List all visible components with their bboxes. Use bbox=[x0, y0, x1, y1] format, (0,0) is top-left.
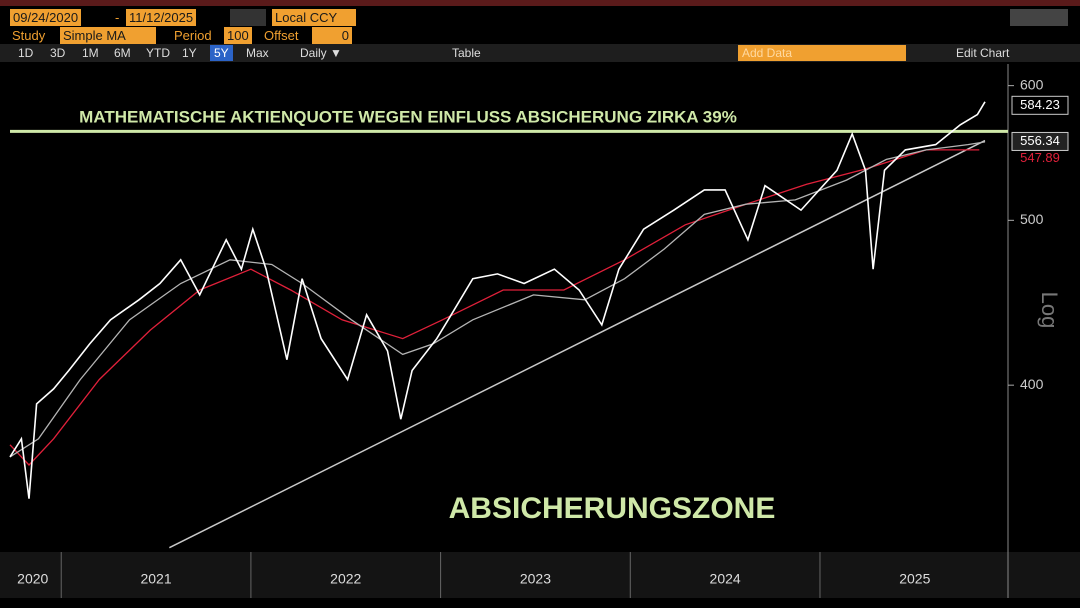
frequency[interactable]: Daily ▼ bbox=[300, 46, 342, 60]
trend-line bbox=[169, 139, 986, 549]
y-tick-label: 500 bbox=[1020, 211, 1044, 227]
date-dash: - bbox=[115, 10, 120, 25]
table-button[interactable]: Table bbox=[452, 46, 481, 60]
nav-buttons[interactable] bbox=[230, 9, 266, 26]
range-tab[interactable]: 1D bbox=[18, 46, 34, 60]
top-strip bbox=[0, 0, 1080, 6]
x-tick-label: 2023 bbox=[520, 571, 551, 587]
last-value-label: 547.89 bbox=[1020, 150, 1060, 165]
x-tick-label: 2020 bbox=[17, 571, 48, 587]
range-tab[interactable]: 1M bbox=[82, 46, 99, 60]
scale-label: Log bbox=[1037, 292, 1062, 329]
annotation: ABSICHERUNGSZONE bbox=[449, 492, 776, 525]
edit-chart[interactable]: Edit Chart bbox=[956, 46, 1010, 60]
start-date[interactable]: 09/24/2020 bbox=[10, 9, 82, 26]
x-tick-label: 2021 bbox=[140, 571, 171, 587]
range-tab[interactable]: 1Y bbox=[182, 46, 197, 60]
x-tick-label: 2025 bbox=[899, 571, 930, 587]
series-line bbox=[9, 101, 986, 499]
last-value-label: 556.34 bbox=[1020, 133, 1060, 148]
end-date[interactable]: 11/12/2025 bbox=[126, 9, 197, 26]
range-tab[interactable]: 3D bbox=[50, 46, 66, 60]
x-axis-band bbox=[0, 552, 1080, 598]
offset-label: Offset bbox=[264, 28, 299, 43]
last-value-box bbox=[1011, 95, 1069, 115]
series-line bbox=[9, 149, 980, 466]
series-line bbox=[9, 141, 986, 458]
offset[interactable]: 0 bbox=[312, 27, 352, 44]
y-tick-label: 600 bbox=[1020, 76, 1044, 92]
x-tick-label: 2024 bbox=[710, 571, 741, 587]
study-label: Study bbox=[12, 28, 46, 43]
x-tick-label: 2022 bbox=[330, 571, 361, 587]
range-tab[interactable]: 6M bbox=[114, 46, 131, 60]
range-tab[interactable]: YTD bbox=[146, 46, 170, 60]
currency[interactable]: Local CCY bbox=[272, 9, 356, 26]
study[interactable]: Simple MA bbox=[60, 27, 156, 44]
y-tick-label: 400 bbox=[1020, 376, 1044, 392]
annotation: MATHEMATISCHE AKTIENQUOTE WEGEN EINFLUSS… bbox=[79, 107, 737, 126]
undo-buttons[interactable] bbox=[1010, 9, 1068, 26]
range-tab[interactable]: 5Y bbox=[210, 45, 233, 61]
last-value-box bbox=[1011, 131, 1069, 151]
period[interactable]: 100 bbox=[224, 27, 252, 44]
last-value-label: 584.23 bbox=[1020, 97, 1060, 112]
range-tab[interactable]: Max bbox=[246, 46, 269, 60]
add-data[interactable]: Add Data bbox=[738, 45, 906, 61]
period-label: Period bbox=[174, 28, 212, 43]
